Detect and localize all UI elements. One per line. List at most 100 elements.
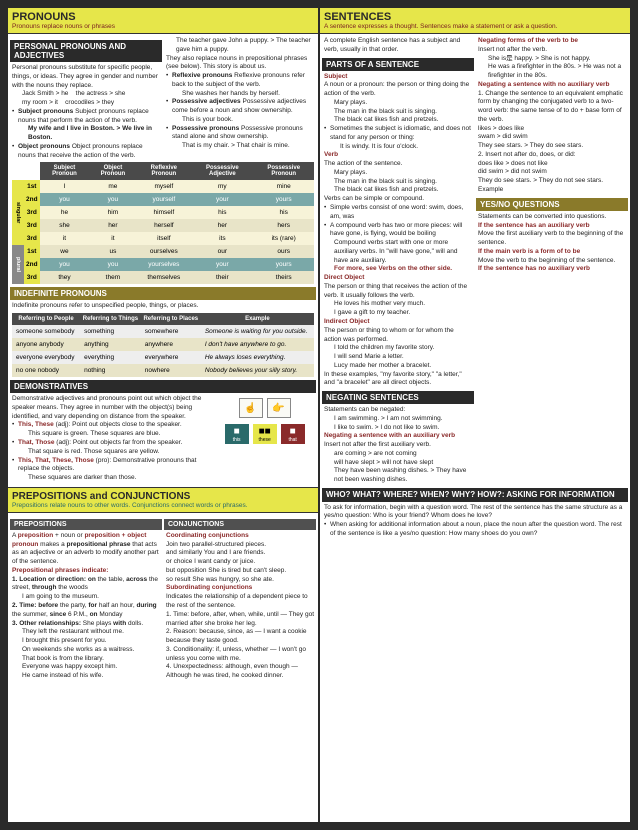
demonstratives-hdr: DEMONSTRATIVES	[10, 380, 316, 393]
indef-cell: everywhere	[141, 351, 201, 364]
yn-intro: Statements can be converted into questio…	[478, 213, 626, 222]
person-cell: 3rd	[24, 232, 40, 245]
prep-other: 3. Other relationships: She plays with d…	[12, 620, 160, 629]
indef-th: Referring to Places	[141, 313, 201, 325]
indef-cell: everyone everybody	[12, 351, 80, 364]
sentences-subtitle: A sentence expresses a thought. Sentence…	[324, 23, 626, 30]
prep-location: 1. Location or direction: on the table, …	[12, 576, 160, 594]
pronoun-cell: yours	[253, 193, 314, 206]
pronoun-cell: their	[191, 271, 253, 284]
indef-cell: anyone anybody	[12, 338, 80, 351]
wh-intro: To ask for information, begin with a que…	[324, 504, 626, 522]
pronoun-cell: her	[89, 219, 136, 232]
demo-that: That, Those (adj): Point out objects far…	[12, 439, 209, 457]
indef-cell: nowhere	[141, 364, 201, 377]
example-line: likes > does like	[478, 125, 626, 134]
example-line: The man in the black suit is singing.	[334, 108, 472, 117]
example-line: He was a firefighter in the 80s. > He wa…	[488, 63, 626, 81]
pronoun-cell: itself	[136, 232, 191, 245]
neg-be-text: Insert not after the verb.	[478, 46, 626, 55]
object-pronoun-note: Object pronouns Object pronouns replace …	[12, 143, 160, 161]
pronouns-title: PRONOUNS	[12, 11, 314, 23]
sentences-title: SENTENCES	[324, 11, 626, 23]
example-line: did swim > did not swim	[478, 168, 626, 177]
pronoun-cell: your	[191, 193, 253, 206]
pronoun-cell: him	[89, 206, 136, 219]
pronoun-cell: her	[191, 219, 253, 232]
pronoun-cell: our	[191, 245, 253, 258]
demo-this-ex: This square is green. These squares are …	[28, 430, 209, 439]
subj-idiom-note: Sometimes the subject is idiomatic, and …	[324, 125, 472, 151]
indefinite-intro: Indefinite pronouns refer to unspecified…	[12, 302, 314, 311]
coord-conj-sub: Join two parallel-structured pieces.	[166, 541, 314, 550]
pronoun-cell: them	[89, 271, 136, 284]
indef-cell: somewhere	[141, 325, 201, 338]
posspro-ex: That is my chair. > That chair is mine.	[182, 142, 314, 151]
person-cell: 3rd	[24, 271, 40, 284]
demo-this: This, These (adj): Point out objects clo…	[12, 421, 209, 439]
prepositions-header: PREPOSITIONS and CONJUNCTIONS Prepositio…	[8, 487, 318, 513]
reflex-ex: She washes her hands by herself.	[182, 90, 314, 99]
neg-example-label: Example	[478, 186, 626, 195]
this-label-icon: ■this	[225, 424, 249, 444]
indef-th: Referring to People	[12, 313, 80, 325]
pronouns-table: Subject Pronoun Object Pronoun Reflexive…	[12, 162, 314, 284]
neg-noaux-hdr: Negating a sentence with no auxiliary ve…	[478, 81, 626, 90]
example-line: She is是 happy. > She is not happy.	[488, 55, 626, 64]
conjunctions-sub-hdr: CONJUNCTIONS	[164, 519, 316, 530]
right-column: SENTENCES A sentence expresses a thought…	[320, 8, 630, 822]
example-line: They do see stars. > They do not see sta…	[478, 177, 626, 186]
yn-be-hdr: If the main verb is a form of to be	[478, 248, 626, 257]
line: 4. Unexpectedness: although, even though…	[166, 663, 314, 681]
example-line: Mary plays.	[334, 169, 472, 178]
indef-cell: anything	[80, 338, 141, 351]
coord-conj-hdr: Coordinating conjunctions	[166, 532, 314, 541]
do-intro: The person or thing that receives the ac…	[324, 283, 472, 301]
example-line: 2. Insert not after do, does, or did:	[478, 151, 626, 160]
line: They left the restaurant without me.	[22, 628, 160, 637]
line: Everyone was happy except him.	[22, 663, 160, 672]
example-line: I am swimming. > I am not swimming.	[334, 415, 472, 424]
pronouns-header: PRONOUNS Pronouns replace nouns or phras…	[8, 8, 318, 34]
demo-pro: This, That, These, Those (pro): Demonstr…	[12, 457, 209, 483]
ex-actress: the actress > she	[76, 90, 126, 97]
example-line: I told the children my favorite story.	[334, 344, 472, 353]
neg-be-hdr: Negating forms of the verb to be	[478, 37, 626, 46]
parts-hdr: PARTS OF A SENTENCE	[322, 58, 474, 71]
verb-compound: A compound verb has two or more pieces: …	[324, 222, 472, 240]
yn-aux-hdr: If the sentence has an auxiliary verb	[478, 222, 626, 231]
example-line: does like > does not like	[478, 160, 626, 169]
pronoun-cell: me	[89, 180, 136, 193]
example-line: The man in the black suit is singing.	[334, 178, 472, 187]
subject-pronoun-note: Subject pronouns Subject pronouns replac…	[12, 108, 160, 143]
ex-room: my room > it	[22, 99, 58, 106]
line: 2. Reason: because, since, as — I want a…	[166, 628, 314, 646]
pronoun-cell: herself	[136, 219, 191, 232]
example-line: are coming > are not coming	[334, 450, 472, 459]
example-line: They see stars. > They do see stars.	[478, 142, 626, 151]
teacher-ex2: They also replace nouns in prepositional…	[166, 55, 314, 73]
pronoun-cell: his	[191, 206, 253, 219]
line: and similarly You and I are friends.	[166, 549, 314, 558]
yn-aux-text: Move the first auxiliary verb to the beg…	[478, 230, 626, 248]
demo-pro-ex: These squares are darker than those.	[28, 474, 209, 483]
example-line: I gave a gift to my teacher.	[334, 309, 472, 318]
line: or choice I want candy or juice.	[166, 558, 314, 567]
line: but opposition She is tired but can't sl…	[166, 567, 314, 576]
teacher-ex1: The teacher gave John a puppy. > The tea…	[166, 37, 314, 55]
neg-intro: Statements can be negated:	[324, 406, 472, 415]
verb-intro: The action of the sentence.	[324, 160, 472, 169]
pronoun-cell: she	[40, 219, 90, 232]
pronoun-cell: your	[191, 258, 253, 271]
indef-th: Referring to Things	[80, 313, 141, 325]
personal-intro-cols: PERSONAL PRONOUNS AND ADJECTIVES Persona…	[12, 37, 314, 160]
io-intro: The person or thing to whom or for whom …	[324, 327, 472, 345]
verb-type: Verbs can be simple or compound.	[324, 195, 472, 204]
th-object: Object Pronoun	[89, 162, 136, 180]
person-cell: 2nd	[24, 193, 40, 206]
pronoun-examples: Jack Smith > he the actress > she my roo…	[12, 90, 160, 108]
example-line: swam > did swim	[478, 133, 626, 142]
verb-simple: Simple verbs consist of one word: swim, …	[324, 204, 472, 222]
indirect-obj-hdr: Indirect Object	[324, 318, 472, 327]
sentences-header: SENTENCES A sentence expresses a thought…	[320, 8, 630, 34]
